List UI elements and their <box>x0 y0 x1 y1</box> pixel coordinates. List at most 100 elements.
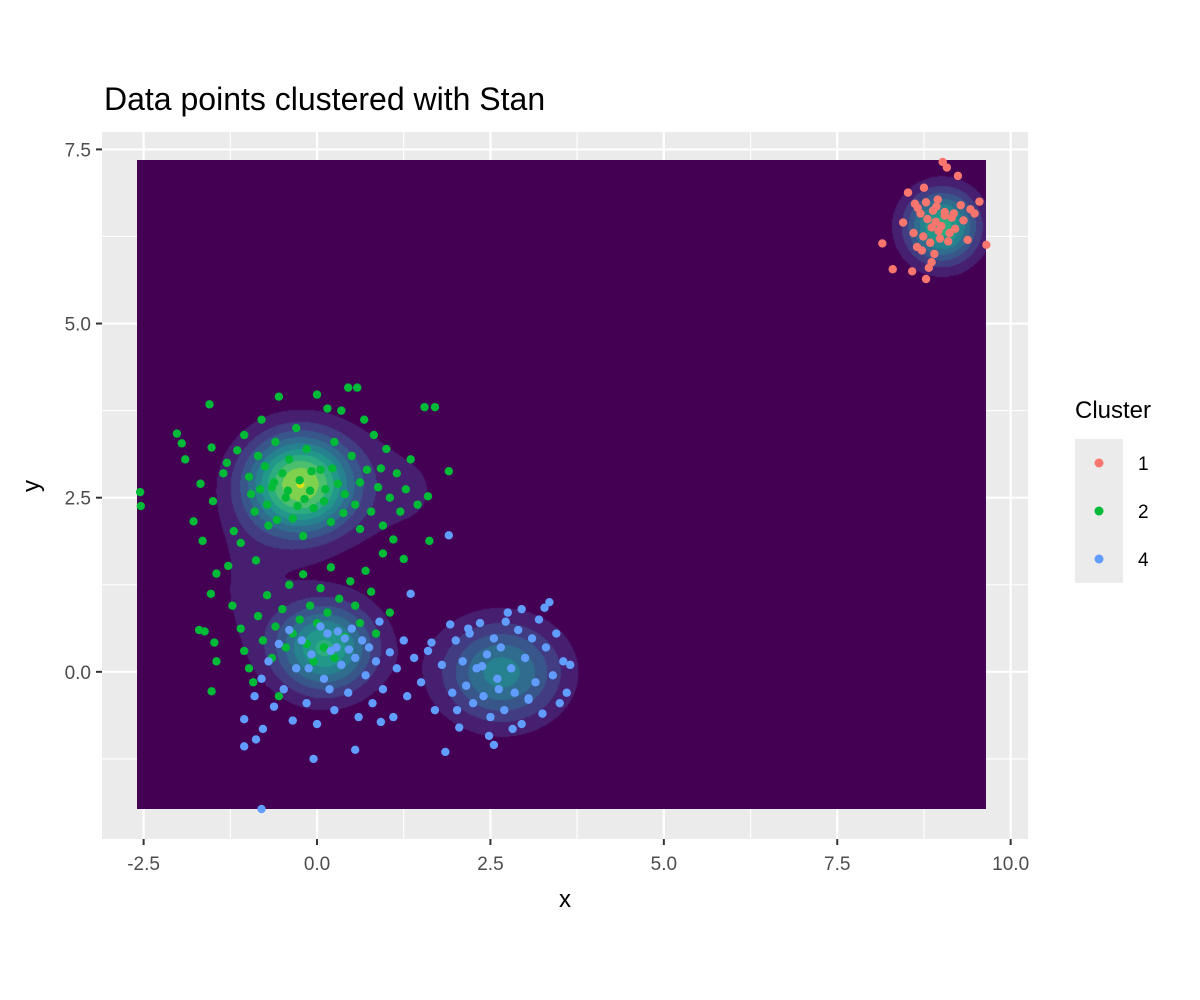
x-tick-label: 2.5 <box>477 854 503 875</box>
point-cluster-2 <box>350 500 360 509</box>
point-cluster-4 <box>347 624 356 633</box>
point-cluster-2 <box>302 444 311 454</box>
x-tick-label: 5.0 <box>651 854 677 875</box>
point-cluster-2 <box>198 536 207 546</box>
point-cluster-4 <box>330 705 339 715</box>
point-cluster-2 <box>423 492 433 501</box>
point-cluster-1 <box>975 197 984 206</box>
point-cluster-1 <box>878 239 887 248</box>
point-cluster-2 <box>300 494 309 504</box>
y-tick-label: 7.5 <box>65 140 91 161</box>
point-cluster-4 <box>257 674 266 683</box>
point-cluster-2 <box>353 383 362 392</box>
point-cluster-4 <box>368 698 377 708</box>
point-cluster-2 <box>181 455 190 464</box>
density-raster <box>136 159 987 809</box>
point-cluster-2 <box>257 415 266 424</box>
point-cluster-4 <box>540 603 549 612</box>
point-cluster-2 <box>278 604 287 614</box>
point-cluster-2 <box>253 451 263 461</box>
point-cluster-4 <box>496 643 506 652</box>
point-cluster-1 <box>970 209 979 218</box>
x-tick-label: 0.0 <box>304 854 330 875</box>
point-cluster-2 <box>228 601 237 610</box>
legend-key-4 <box>1094 554 1104 564</box>
point-cluster-1 <box>953 171 963 181</box>
point-cluster-2 <box>246 490 256 499</box>
legend-key-2 <box>1094 506 1104 516</box>
point-cluster-4 <box>325 685 334 694</box>
point-cluster-2 <box>253 611 263 621</box>
point-cluster-2 <box>319 643 329 652</box>
point-cluster-4 <box>430 705 440 715</box>
point-cluster-4 <box>455 723 464 732</box>
point-cluster-2 <box>281 643 291 652</box>
legend-label-4: 4 <box>1138 550 1149 571</box>
point-cluster-4 <box>258 724 268 734</box>
point-cluster-2 <box>323 608 332 617</box>
point-cluster-2 <box>366 587 376 596</box>
point-cluster-2 <box>347 451 356 461</box>
point-cluster-4 <box>376 717 386 727</box>
point-cluster-4 <box>385 648 395 657</box>
point-cluster-2 <box>288 514 297 523</box>
point-cluster-2 <box>206 589 216 599</box>
point-cluster-4 <box>302 698 311 708</box>
point-cluster-2 <box>346 577 355 586</box>
point-cluster-2 <box>366 507 376 516</box>
point-cluster-2 <box>236 538 245 548</box>
point-cluster-2 <box>293 501 302 511</box>
legend-label-1: 1 <box>1138 454 1149 475</box>
point-cluster-4 <box>340 634 349 643</box>
point-cluster-2 <box>239 646 249 656</box>
point-cluster-4 <box>344 645 354 654</box>
point-cluster-4 <box>292 664 301 673</box>
point-cluster-1 <box>932 202 941 211</box>
point-cluster-4 <box>392 664 401 673</box>
point-cluster-2 <box>298 531 308 541</box>
point-cluster-2 <box>262 591 272 600</box>
point-cluster-4 <box>416 678 426 687</box>
point-cluster-4 <box>371 657 381 666</box>
point-cluster-2 <box>389 535 398 544</box>
point-cluster-4 <box>524 694 533 703</box>
point-cluster-2 <box>305 486 315 495</box>
point-cluster-2 <box>274 392 284 401</box>
point-cluster-4 <box>507 664 516 673</box>
point-cluster-4 <box>527 634 537 643</box>
point-cluster-4 <box>486 712 495 722</box>
point-cluster-4 <box>552 629 561 638</box>
point-cluster-2 <box>376 464 386 473</box>
point-cluster-2 <box>359 415 369 424</box>
point-cluster-1 <box>944 237 953 246</box>
point-cluster-1 <box>956 200 965 210</box>
point-cluster-2 <box>319 496 329 506</box>
point-cluster-4 <box>566 660 575 670</box>
point-cluster-2 <box>309 503 318 513</box>
point-cluster-4 <box>257 804 266 814</box>
y-tick-label: 5.0 <box>65 315 91 336</box>
point-cluster-1 <box>934 226 943 236</box>
point-cluster-2 <box>382 444 391 454</box>
point-cluster-2 <box>283 486 293 495</box>
point-cluster-4 <box>350 745 360 755</box>
point-cluster-2 <box>401 485 411 494</box>
point-cluster-4 <box>409 653 419 663</box>
point-cluster-2 <box>172 429 182 438</box>
point-cluster-2 <box>413 500 422 509</box>
point-cluster-2 <box>177 439 186 448</box>
point-cluster-2 <box>269 478 279 487</box>
chart-title: Data points clustered with Stan <box>104 81 545 117</box>
point-cluster-4 <box>288 716 297 725</box>
point-cluster-4 <box>458 657 467 666</box>
point-cluster-2 <box>196 479 205 488</box>
point-cluster-4 <box>357 636 367 645</box>
point-cluster-4 <box>279 685 288 694</box>
point-cluster-2 <box>224 561 233 571</box>
point-cluster-2 <box>330 653 339 663</box>
point-cluster-2 <box>250 507 259 516</box>
x-tick-label: 7.5 <box>824 854 850 875</box>
point-cluster-2 <box>309 657 318 666</box>
point-cluster-4 <box>361 671 370 680</box>
point-cluster-2 <box>425 536 434 546</box>
